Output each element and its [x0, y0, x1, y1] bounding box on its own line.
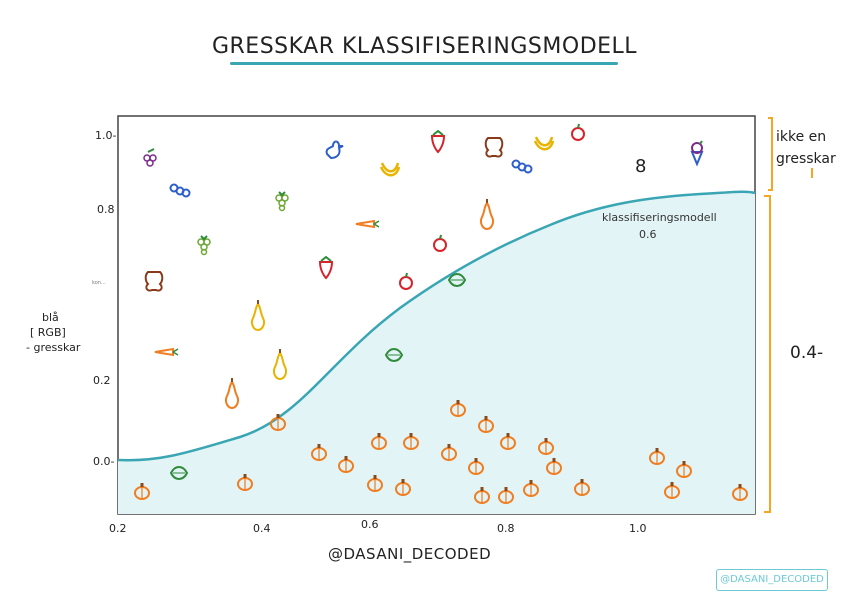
pear-icon — [224, 377, 240, 409]
curve-label: klassifiseringsmodell — [602, 211, 717, 224]
not-pumpkin-label-line: gresskar — [776, 151, 836, 167]
y-axis-title-line: [ RGB] — [30, 326, 66, 339]
y-axis-title-line: blå — [42, 311, 59, 324]
watermark: @DASANI_DECODED — [716, 569, 828, 591]
y-tick-label: 1.0- — [95, 129, 117, 142]
banana-icon — [533, 135, 555, 151]
apple-icon — [399, 272, 413, 290]
tiny-label: kon... — [92, 280, 106, 286]
carrot-icon — [355, 220, 380, 228]
y-tick-label: 0.8 — [97, 203, 115, 216]
grapes-icon — [275, 191, 289, 212]
grapes-icon — [197, 235, 211, 256]
pear-icon — [272, 348, 288, 380]
strawberry-icon — [319, 256, 333, 279]
title-underline — [230, 62, 618, 65]
not-pumpkin-label: ikke en gresskar — [776, 126, 836, 170]
curve-value: 0.6 — [639, 228, 657, 241]
pumpkin-region — [118, 191, 755, 514]
right-bracket-bottom — [764, 195, 771, 513]
apple-icon — [571, 123, 585, 141]
pear-icon — [479, 198, 495, 230]
apple-core-icon — [484, 137, 504, 158]
threshold-label: 0.4- — [790, 343, 824, 363]
credit-text: @DASANI_DECODED — [328, 545, 492, 563]
stray-digit: 8 — [635, 156, 647, 177]
not-pumpkin-label-line: ikke en — [776, 129, 827, 145]
right-bracket-top — [768, 117, 773, 191]
duck-icon — [325, 140, 344, 159]
sigmoid-curve — [117, 190, 756, 462]
y-axis-title: blå [ RGB] - gresskar — [26, 310, 80, 355]
page-title: GRESSKAR KLASSIFISERINGSMODELL — [211, 34, 638, 59]
x-tick-label: 0.2 — [109, 522, 127, 535]
strawberry-icon — [431, 130, 445, 153]
carrot-icon — [154, 348, 179, 356]
y-axis-title-line: - gresskar — [26, 341, 81, 354]
x-tick-label: 1.0 — [629, 522, 647, 535]
x-tick-label: 0.4 — [253, 522, 271, 535]
ice-cream-icon — [691, 140, 703, 165]
x-tick-label: 0.8 — [497, 522, 515, 535]
x-tick-label: 0.6 — [361, 518, 379, 531]
y-tick-label: 0.0- — [93, 455, 115, 468]
pear-icon — [250, 299, 266, 331]
y-tick-label: 0.2 — [93, 374, 111, 387]
grapes-icon — [143, 148, 157, 167]
bear-icon — [144, 271, 164, 292]
banana-icon — [379, 161, 401, 177]
apple-icon — [433, 234, 447, 252]
blue-beads-icon — [511, 159, 533, 174]
blue-beads-icon — [169, 183, 191, 198]
